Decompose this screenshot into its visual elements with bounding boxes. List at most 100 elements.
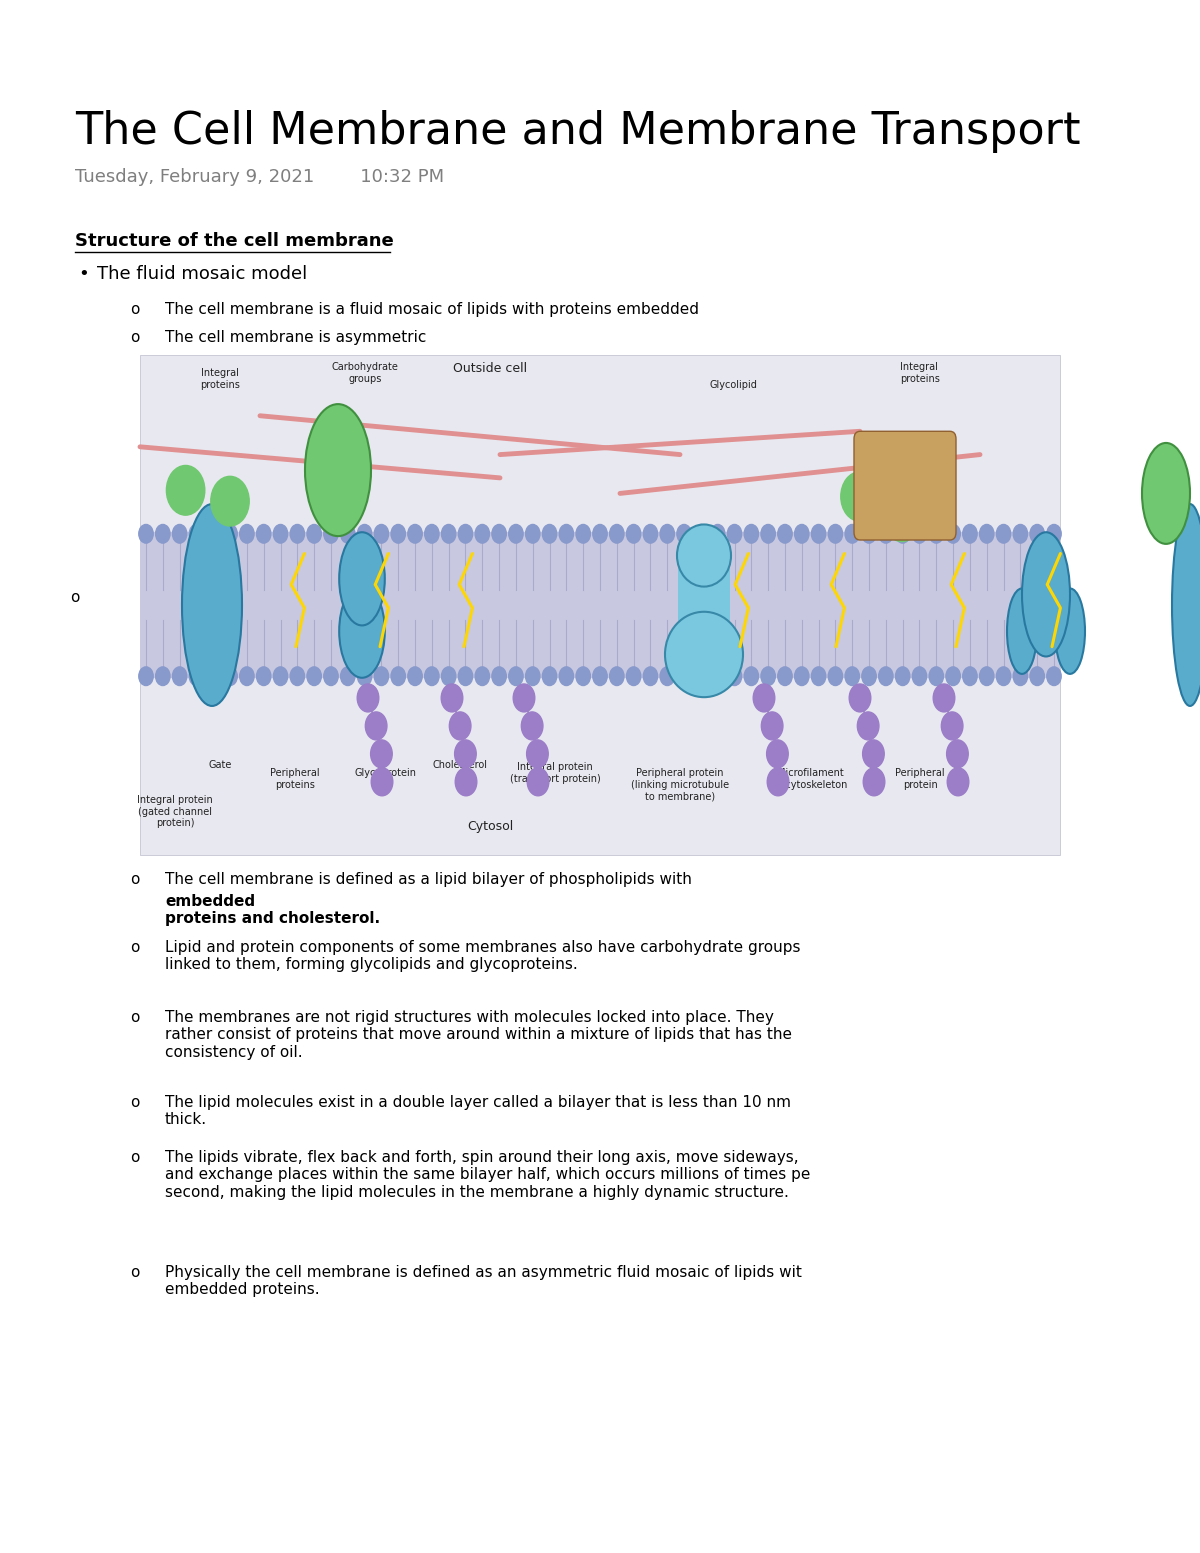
Circle shape: [374, 525, 389, 544]
Text: Glycoprotein: Glycoprotein: [354, 769, 416, 778]
Circle shape: [754, 683, 775, 711]
Circle shape: [358, 683, 379, 711]
Circle shape: [526, 666, 540, 685]
Text: The cell membrane is a fluid mosaic of lipids with proteins embedded: The cell membrane is a fluid mosaic of l…: [166, 301, 698, 317]
Text: The membranes are not rigid structures with molecules locked into place. They
ra: The membranes are not rigid structures w…: [166, 1009, 792, 1059]
Circle shape: [274, 666, 288, 685]
Circle shape: [307, 666, 322, 685]
Circle shape: [694, 525, 708, 544]
Circle shape: [442, 525, 456, 544]
Circle shape: [979, 525, 994, 544]
Circle shape: [455, 739, 476, 767]
Text: o: o: [130, 329, 139, 345]
Circle shape: [211, 477, 250, 526]
Text: Tuesday, February 9, 2021        10:32 PM: Tuesday, February 9, 2021 10:32 PM: [74, 168, 444, 186]
Circle shape: [878, 666, 893, 685]
Ellipse shape: [340, 584, 385, 677]
Circle shape: [559, 666, 574, 685]
Text: Cholesterol: Cholesterol: [432, 759, 487, 770]
Circle shape: [929, 525, 943, 544]
Text: The lipid molecules exist in a double layer called a bilayer that is less than 1: The lipid molecules exist in a double la…: [166, 1095, 791, 1127]
Ellipse shape: [677, 525, 731, 587]
Circle shape: [1013, 525, 1027, 544]
Circle shape: [862, 666, 876, 685]
Circle shape: [307, 525, 322, 544]
Circle shape: [408, 525, 422, 544]
Text: Lipid and protein components of some membranes also have carbohydrate groups
lin: Lipid and protein components of some mem…: [166, 940, 800, 972]
Text: Integral protein
(gated channel
protein): Integral protein (gated channel protein): [137, 795, 212, 828]
Circle shape: [727, 666, 742, 685]
Circle shape: [710, 525, 725, 544]
Circle shape: [206, 525, 221, 544]
Bar: [678, 564, 731, 646]
Circle shape: [527, 767, 548, 795]
FancyBboxPatch shape: [140, 356, 1060, 856]
Circle shape: [442, 666, 456, 685]
Circle shape: [643, 666, 658, 685]
Circle shape: [576, 666, 590, 685]
Circle shape: [694, 666, 708, 685]
Circle shape: [458, 525, 473, 544]
Text: The Cell Membrane and Membrane Transport: The Cell Membrane and Membrane Transport: [74, 110, 1081, 154]
Circle shape: [610, 525, 624, 544]
Circle shape: [442, 683, 463, 711]
Circle shape: [710, 666, 725, 685]
Circle shape: [391, 525, 406, 544]
Circle shape: [358, 666, 372, 685]
Circle shape: [845, 666, 859, 685]
Circle shape: [767, 739, 788, 767]
Circle shape: [677, 525, 691, 544]
Circle shape: [475, 525, 490, 544]
Circle shape: [1013, 666, 1027, 685]
Circle shape: [660, 525, 674, 544]
Circle shape: [626, 525, 641, 544]
Circle shape: [828, 525, 842, 544]
Circle shape: [371, 739, 392, 767]
Circle shape: [341, 666, 355, 685]
Circle shape: [173, 525, 187, 544]
Text: Microfilament
of cytoskeleton: Microfilament of cytoskeleton: [773, 769, 847, 789]
Text: o: o: [130, 1095, 139, 1110]
Ellipse shape: [1142, 443, 1190, 544]
Circle shape: [1046, 666, 1061, 685]
Circle shape: [946, 525, 960, 544]
Circle shape: [610, 666, 624, 685]
Circle shape: [257, 666, 271, 685]
Circle shape: [190, 525, 204, 544]
Circle shape: [794, 666, 809, 685]
Circle shape: [156, 525, 170, 544]
Circle shape: [794, 525, 809, 544]
Circle shape: [274, 525, 288, 544]
Circle shape: [626, 666, 641, 685]
Circle shape: [358, 525, 372, 544]
Text: Outside cell: Outside cell: [452, 362, 527, 374]
Circle shape: [576, 525, 590, 544]
Circle shape: [139, 666, 154, 685]
Text: Structure of the cell membrane: Structure of the cell membrane: [74, 231, 394, 250]
Circle shape: [1030, 525, 1044, 544]
Circle shape: [1046, 525, 1061, 544]
Circle shape: [727, 525, 742, 544]
Circle shape: [257, 525, 271, 544]
Circle shape: [744, 525, 758, 544]
Circle shape: [425, 666, 439, 685]
Circle shape: [947, 739, 968, 767]
Circle shape: [223, 666, 238, 685]
Circle shape: [761, 666, 775, 685]
Circle shape: [883, 492, 922, 542]
Text: Integral protein
(transport protein): Integral protein (transport protein): [510, 763, 600, 784]
Circle shape: [947, 767, 968, 795]
Circle shape: [139, 525, 154, 544]
Circle shape: [677, 666, 691, 685]
Circle shape: [341, 525, 355, 544]
Circle shape: [962, 666, 977, 685]
Bar: [140, 533, 1060, 677]
Circle shape: [744, 666, 758, 685]
Text: The cell membrane is defined as a lipid bilayer of phospholipids with: The cell membrane is defined as a lipid …: [166, 871, 697, 887]
Circle shape: [912, 525, 926, 544]
Circle shape: [365, 711, 386, 739]
Circle shape: [857, 711, 878, 739]
Text: Peripheral protein
(linking microtubule
to membrane): Peripheral protein (linking microtubule …: [631, 769, 730, 801]
Circle shape: [841, 472, 880, 522]
Circle shape: [521, 711, 542, 739]
